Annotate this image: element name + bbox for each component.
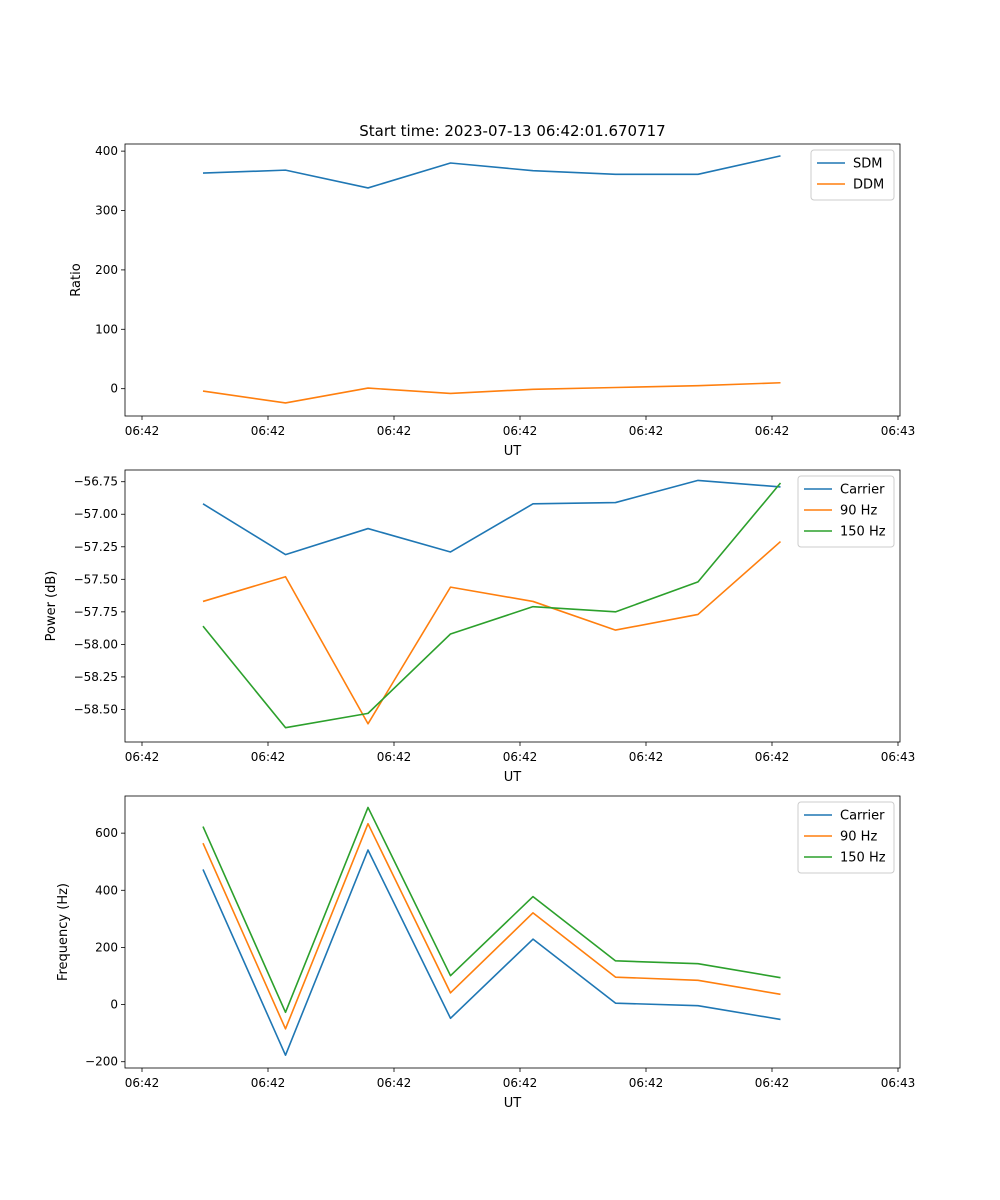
legend-label: 150 Hz (840, 525, 886, 540)
x-tick-label: 06:42 (629, 750, 664, 764)
y-axis-label: Power (dB) (44, 571, 59, 642)
x-tick-label: 06:42 (629, 424, 664, 438)
x-tick-label: 06:42 (125, 750, 160, 764)
y-tick-label: 200 (95, 263, 118, 277)
legend-label: 90 Hz (840, 830, 877, 845)
series-line-carrier (202, 479, 781, 556)
series-line-150-hz (202, 806, 781, 1014)
y-tick-label: 100 (95, 322, 118, 336)
legend-label: DDM (853, 178, 884, 193)
y-axis-label: Frequency (Hz) (56, 883, 71, 981)
x-axis-label: UT (504, 444, 522, 459)
panel-3: −200 0 200 400 600 06:42 06:42 06:42 06:42 06:42 0… (56, 795, 916, 1111)
x-tick-label: 06:42 (755, 424, 790, 438)
axes-frame (124, 143, 901, 417)
x-tick-label: 06:43 (881, 1076, 916, 1090)
y-tick-label: 400 (95, 883, 118, 897)
axes-frame (124, 795, 901, 1069)
legend-label: 150 Hz (840, 851, 886, 866)
legend: SDM DDM (810, 149, 895, 201)
x-tick-label: 06:43 (881, 750, 916, 764)
x-tick-label: 06:42 (251, 424, 286, 438)
legend-label: 90 Hz (840, 504, 877, 519)
x-tick-label: 06:42 (503, 424, 538, 438)
series-line-150-hz (202, 482, 782, 729)
y-tick-label: −58.25 (74, 670, 118, 684)
y-tick-label: −57.00 (74, 507, 118, 521)
series-line-90-hz (202, 540, 782, 725)
x-tick-label: 06:42 (125, 1076, 160, 1090)
y-tick-label: 200 (95, 940, 118, 954)
panel-1: Start time: 2023-07-13 06:42:01.670717 0 1… (69, 122, 915, 459)
x-tick-label: 06:42 (377, 1076, 412, 1090)
x-tick-label: 06:42 (125, 424, 160, 438)
legend-box (797, 801, 895, 874)
y-axis-label: Ratio (69, 263, 84, 296)
legend-label: SDM (853, 157, 882, 172)
y-tick-label: 600 (95, 826, 118, 840)
x-tick-label: 06:42 (503, 750, 538, 764)
y-tick-label: 300 (95, 204, 118, 218)
y-tick-label: −200 (85, 1055, 118, 1069)
legend-label: Carrier (840, 483, 885, 498)
legend: Carrier 90 Hz 150 Hz (797, 475, 895, 548)
y-tick-label: −58.50 (74, 702, 118, 716)
x-tick-label: 06:42 (377, 750, 412, 764)
y-tick-label: 400 (95, 144, 118, 158)
x-axis-label: UT (504, 770, 522, 785)
y-tick-label: −56.75 (74, 475, 118, 489)
legend-box (797, 475, 895, 548)
series-line-90-hz (202, 822, 781, 1030)
series-line-sdm (202, 155, 781, 189)
x-tick-label: 06:42 (251, 750, 286, 764)
legend-label: Carrier (840, 809, 885, 824)
series-line-carrier (202, 849, 781, 1056)
y-tick-label: 0 (110, 998, 118, 1012)
x-tick-label: 06:42 (755, 750, 790, 764)
axes-frame (124, 469, 901, 743)
x-tick-label: 06:42 (629, 1076, 664, 1090)
y-tick-label: −57.25 (74, 540, 118, 554)
x-tick-label: 06:43 (881, 424, 916, 438)
x-tick-label: 06:42 (755, 1076, 790, 1090)
panel-2: −58.50 −58.25 −58.00 −57.75 −57.50 −57.25 −57.… (44, 469, 916, 785)
y-tick-label: −57.50 (74, 572, 118, 586)
legend: Carrier 90 Hz 150 Hz (797, 801, 895, 874)
y-tick-label: −57.75 (74, 605, 118, 619)
x-tick-label: 06:42 (503, 1076, 538, 1090)
x-tick-label: 06:42 (377, 424, 412, 438)
y-tick-label: 0 (110, 382, 118, 396)
x-axis-label: UT (504, 1096, 522, 1111)
x-tick-label: 06:42 (251, 1076, 286, 1090)
series-line-ddm (202, 381, 781, 404)
chart-title: Start time: 2023-07-13 06:42:01.670717 (359, 122, 665, 140)
y-tick-label: −58.00 (74, 637, 118, 651)
